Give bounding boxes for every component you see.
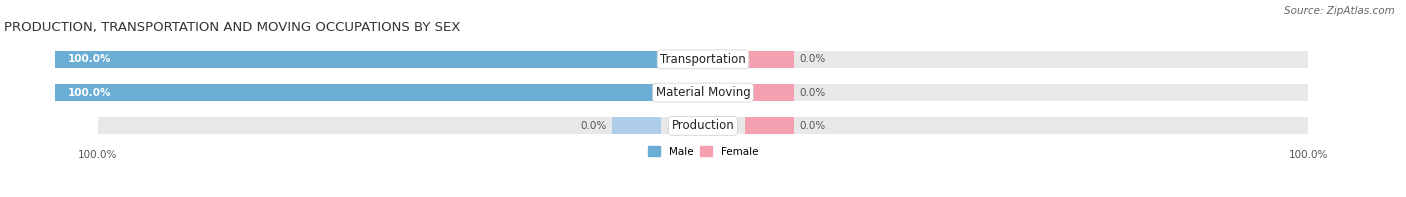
Bar [55,51,661,68]
Bar [745,51,794,68]
Bar [98,51,1308,68]
Text: 0.0%: 0.0% [579,121,606,131]
Text: Transportation: Transportation [661,53,745,66]
Text: Source: ZipAtlas.com: Source: ZipAtlas.com [1284,6,1395,16]
Text: PRODUCTION, TRANSPORTATION AND MOVING OCCUPATIONS BY SEX: PRODUCTION, TRANSPORTATION AND MOVING OC… [4,21,461,34]
Text: 100.0%: 100.0% [67,54,111,64]
Bar [745,84,794,101]
Bar [98,84,1308,101]
Bar [612,117,661,135]
Text: Production: Production [672,119,734,132]
Text: Material Moving: Material Moving [655,86,751,99]
Text: 0.0%: 0.0% [800,54,827,64]
Bar [745,117,794,135]
Legend: Male, Female: Male, Female [648,146,758,157]
Bar [98,117,1308,135]
Text: 0.0%: 0.0% [800,121,827,131]
Text: 100.0%: 100.0% [67,88,111,98]
Text: 0.0%: 0.0% [800,88,827,98]
Bar [55,84,661,101]
